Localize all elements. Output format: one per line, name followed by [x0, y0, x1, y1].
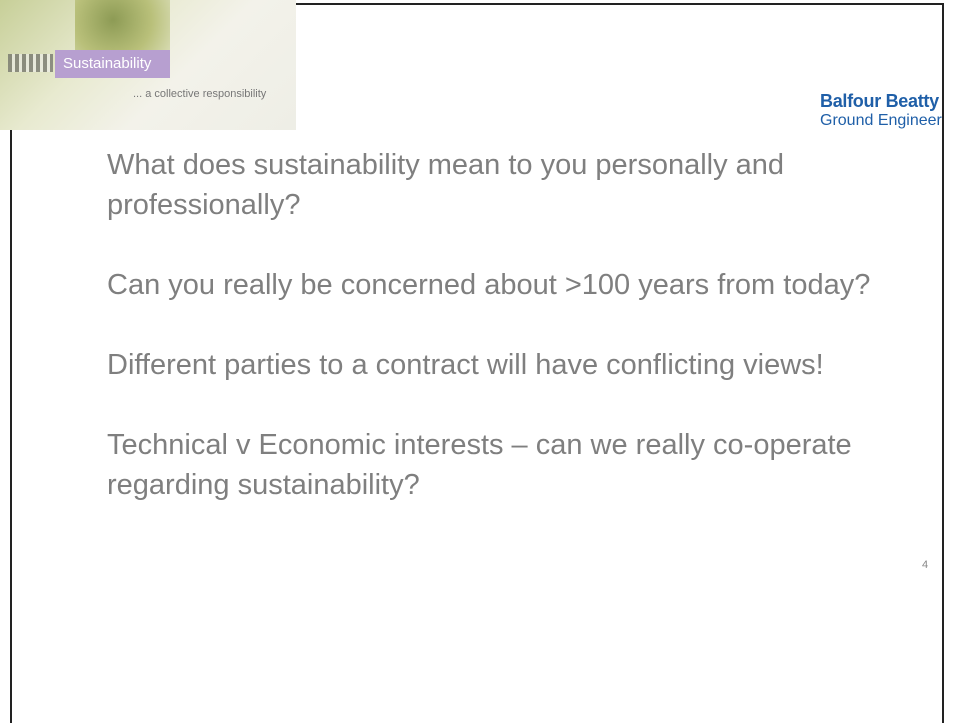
bullet: Different parties to a contract will hav… [107, 345, 922, 385]
bullet: Technical v Economic interests – can we … [107, 425, 922, 505]
logo-title: Sustainability [55, 50, 170, 78]
bullet-list: What does sustainability mean to you per… [107, 145, 922, 545]
company-division: Ground Engineering [820, 112, 942, 130]
slide: Sustainability ... a collective responsi… [0, 0, 953, 717]
logo-dots [8, 54, 53, 72]
company-logo: Balfour Beatty Ground Engineering [820, 91, 942, 130]
logo: Sustainability ... a collective responsi… [0, 0, 296, 130]
company-name: Balfour Beatty [820, 91, 942, 112]
logo-tagline: ... a collective responsibility [133, 88, 266, 100]
bullet: What does sustainability mean to you per… [107, 145, 922, 225]
page-number: 4 [922, 559, 928, 571]
logo-art [75, 0, 170, 50]
bullet: Can you really be concerned about >100 y… [107, 265, 922, 305]
